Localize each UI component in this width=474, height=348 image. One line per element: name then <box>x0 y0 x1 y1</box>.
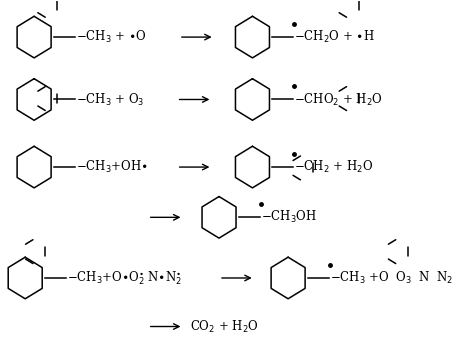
Text: $-$CH$_2$ + H$_2$O: $-$CH$_2$ + H$_2$O <box>294 159 374 175</box>
Text: $-$CH$_3$+OH$\bullet$: $-$CH$_3$+OH$\bullet$ <box>76 159 148 175</box>
Text: $-$CHO$_2$ + H$_2$O: $-$CHO$_2$ + H$_2$O <box>294 92 383 108</box>
Text: $-$CH$_2$O + $\bullet$H: $-$CH$_2$O + $\bullet$H <box>294 29 375 45</box>
Text: $-$CH$_3$ + $\bullet$O: $-$CH$_3$ + $\bullet$O <box>76 29 146 45</box>
Text: $-$CH$_3$OH: $-$CH$_3$OH <box>261 209 317 226</box>
Text: $-$CH$_3$ + O$_3$: $-$CH$_3$ + O$_3$ <box>76 92 145 108</box>
Text: CO$_2$ + H$_2$O: CO$_2$ + H$_2$O <box>190 318 259 334</box>
Text: $-$CH$_3$+O$\bullet$O$_2^{\bullet}$ N$\bullet$N$_2^{\bullet}$: $-$CH$_3$+O$\bullet$O$_2^{\bullet}$ N$\b… <box>67 269 182 287</box>
Text: $-$CH$_3$ +O  O$_3$  N  N$_2$: $-$CH$_3$ +O O$_3$ N N$_2$ <box>330 270 453 286</box>
